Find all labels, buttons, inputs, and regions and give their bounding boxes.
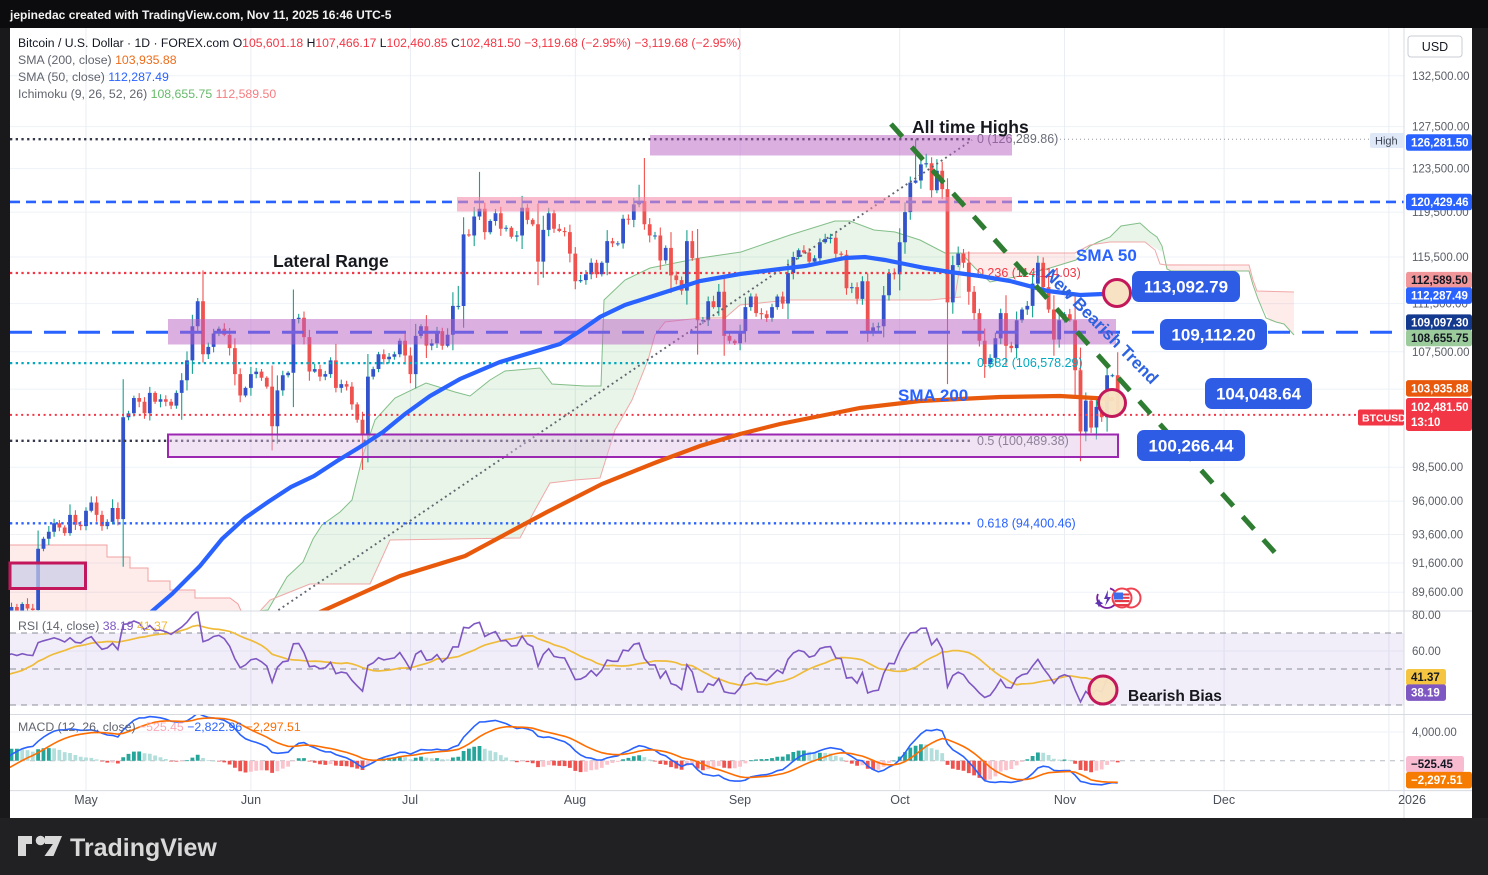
svg-text:103,935.88: 103,935.88: [1411, 383, 1469, 395]
svg-text:41.37: 41.37: [1411, 672, 1440, 684]
svg-text:112,287.49: 112,287.49: [1411, 291, 1468, 303]
svg-text:120,429.46: 120,429.46: [1411, 197, 1469, 209]
svg-text:91,600.00: 91,600.00: [1412, 558, 1463, 570]
svg-text:0.618 (94,400.46): 0.618 (94,400.46): [977, 516, 1076, 530]
svg-text:0.236 (114,114.03): 0.236 (114,114.03): [977, 266, 1081, 280]
svg-text:All time Highs: All time Highs: [912, 117, 1029, 137]
svg-text:123,500.00: 123,500.00: [1412, 164, 1470, 176]
svg-text:jepinedac created with Trading: jepinedac created with TradingView.com, …: [9, 8, 392, 22]
svg-text:113,092.79: 113,092.79: [1144, 278, 1228, 297]
svg-text:0.5 (100,489.38): 0.5 (100,489.38): [977, 434, 1069, 448]
svg-text:100,266.44: 100,266.44: [1148, 437, 1234, 456]
svg-text:SMA 200: SMA 200: [898, 386, 968, 405]
svg-text:Dec: Dec: [1213, 793, 1235, 807]
svg-text:SMA (50, close) 112,287.49: SMA (50, close) 112,287.49: [18, 70, 169, 84]
svg-text:Sep: Sep: [729, 793, 751, 807]
svg-text:96,000.00: 96,000.00: [1412, 496, 1463, 508]
svg-text:Jun: Jun: [241, 793, 261, 807]
svg-text:109,097.30: 109,097.30: [1411, 318, 1469, 330]
svg-text:Oct: Oct: [890, 793, 910, 807]
svg-text:102,481.50: 102,481.50: [1411, 402, 1469, 414]
svg-text:107,500.00: 107,500.00: [1412, 347, 1470, 359]
svg-text:TradingView: TradingView: [70, 834, 217, 862]
svg-text:USD: USD: [1422, 40, 1448, 54]
svg-text:High: High: [1375, 136, 1398, 148]
svg-text:93,600.00: 93,600.00: [1412, 530, 1463, 542]
svg-text:89,600.00: 89,600.00: [1412, 587, 1463, 599]
svg-text:BTCUSD: BTCUSD: [1362, 413, 1406, 425]
svg-text:38.19: 38.19: [1411, 688, 1440, 700]
svg-text:Bearish Bias: Bearish Bias: [1128, 688, 1222, 705]
svg-text:SMA (200, close) 103,935.88: SMA (200, close) 103,935.88: [18, 53, 177, 67]
svg-text:109,112.20: 109,112.20: [1171, 326, 1255, 345]
svg-text:Bitcoin / U.S. Dollar · 1D · F: Bitcoin / U.S. Dollar · 1D · FOREX.com O…: [18, 36, 741, 50]
svg-text:126,281.50: 126,281.50: [1411, 138, 1469, 150]
svg-text:98,500.00: 98,500.00: [1412, 462, 1463, 474]
svg-text:SMA 50: SMA 50: [1076, 246, 1137, 265]
svg-text:MACD (12, 26, close) −525.45 −: MACD (12, 26, close) −525.45 −2,822.96 −…: [18, 720, 301, 734]
svg-text:80.00: 80.00: [1412, 610, 1441, 622]
svg-text:−2,297.51: −2,297.51: [1411, 775, 1463, 787]
svg-text:132,500.00: 132,500.00: [1412, 71, 1470, 83]
svg-text:Ichimoku (9, 26, 52, 26) 108,6: Ichimoku (9, 26, 52, 26) 108,655.75 112,…: [18, 87, 276, 101]
svg-text:4,000.00: 4,000.00: [1412, 727, 1457, 739]
svg-text:112,589.50: 112,589.50: [1411, 275, 1468, 287]
svg-text:−525.45: −525.45: [1411, 759, 1453, 771]
svg-text:2026: 2026: [1398, 793, 1426, 807]
svg-text:115,500.00: 115,500.00: [1412, 252, 1469, 264]
svg-text:RSI (14, close) 38.19 41.37: RSI (14, close) 38.19 41.37: [18, 619, 168, 633]
svg-text:Lateral Range: Lateral Range: [273, 251, 389, 271]
svg-text:May: May: [74, 793, 98, 807]
svg-text:Nov: Nov: [1054, 793, 1077, 807]
svg-text:13:10: 13:10: [1411, 417, 1440, 429]
svg-text:Aug: Aug: [564, 793, 586, 807]
svg-text:104,048.64: 104,048.64: [1216, 385, 1302, 404]
svg-text:0.382 (106,578.29): 0.382 (106,578.29): [977, 356, 1083, 370]
svg-text:127,500.00: 127,500.00: [1412, 122, 1470, 134]
svg-text:Jul: Jul: [402, 793, 418, 807]
svg-text:108,655.75: 108,655.75: [1411, 333, 1469, 345]
svg-text:60.00: 60.00: [1412, 646, 1441, 658]
